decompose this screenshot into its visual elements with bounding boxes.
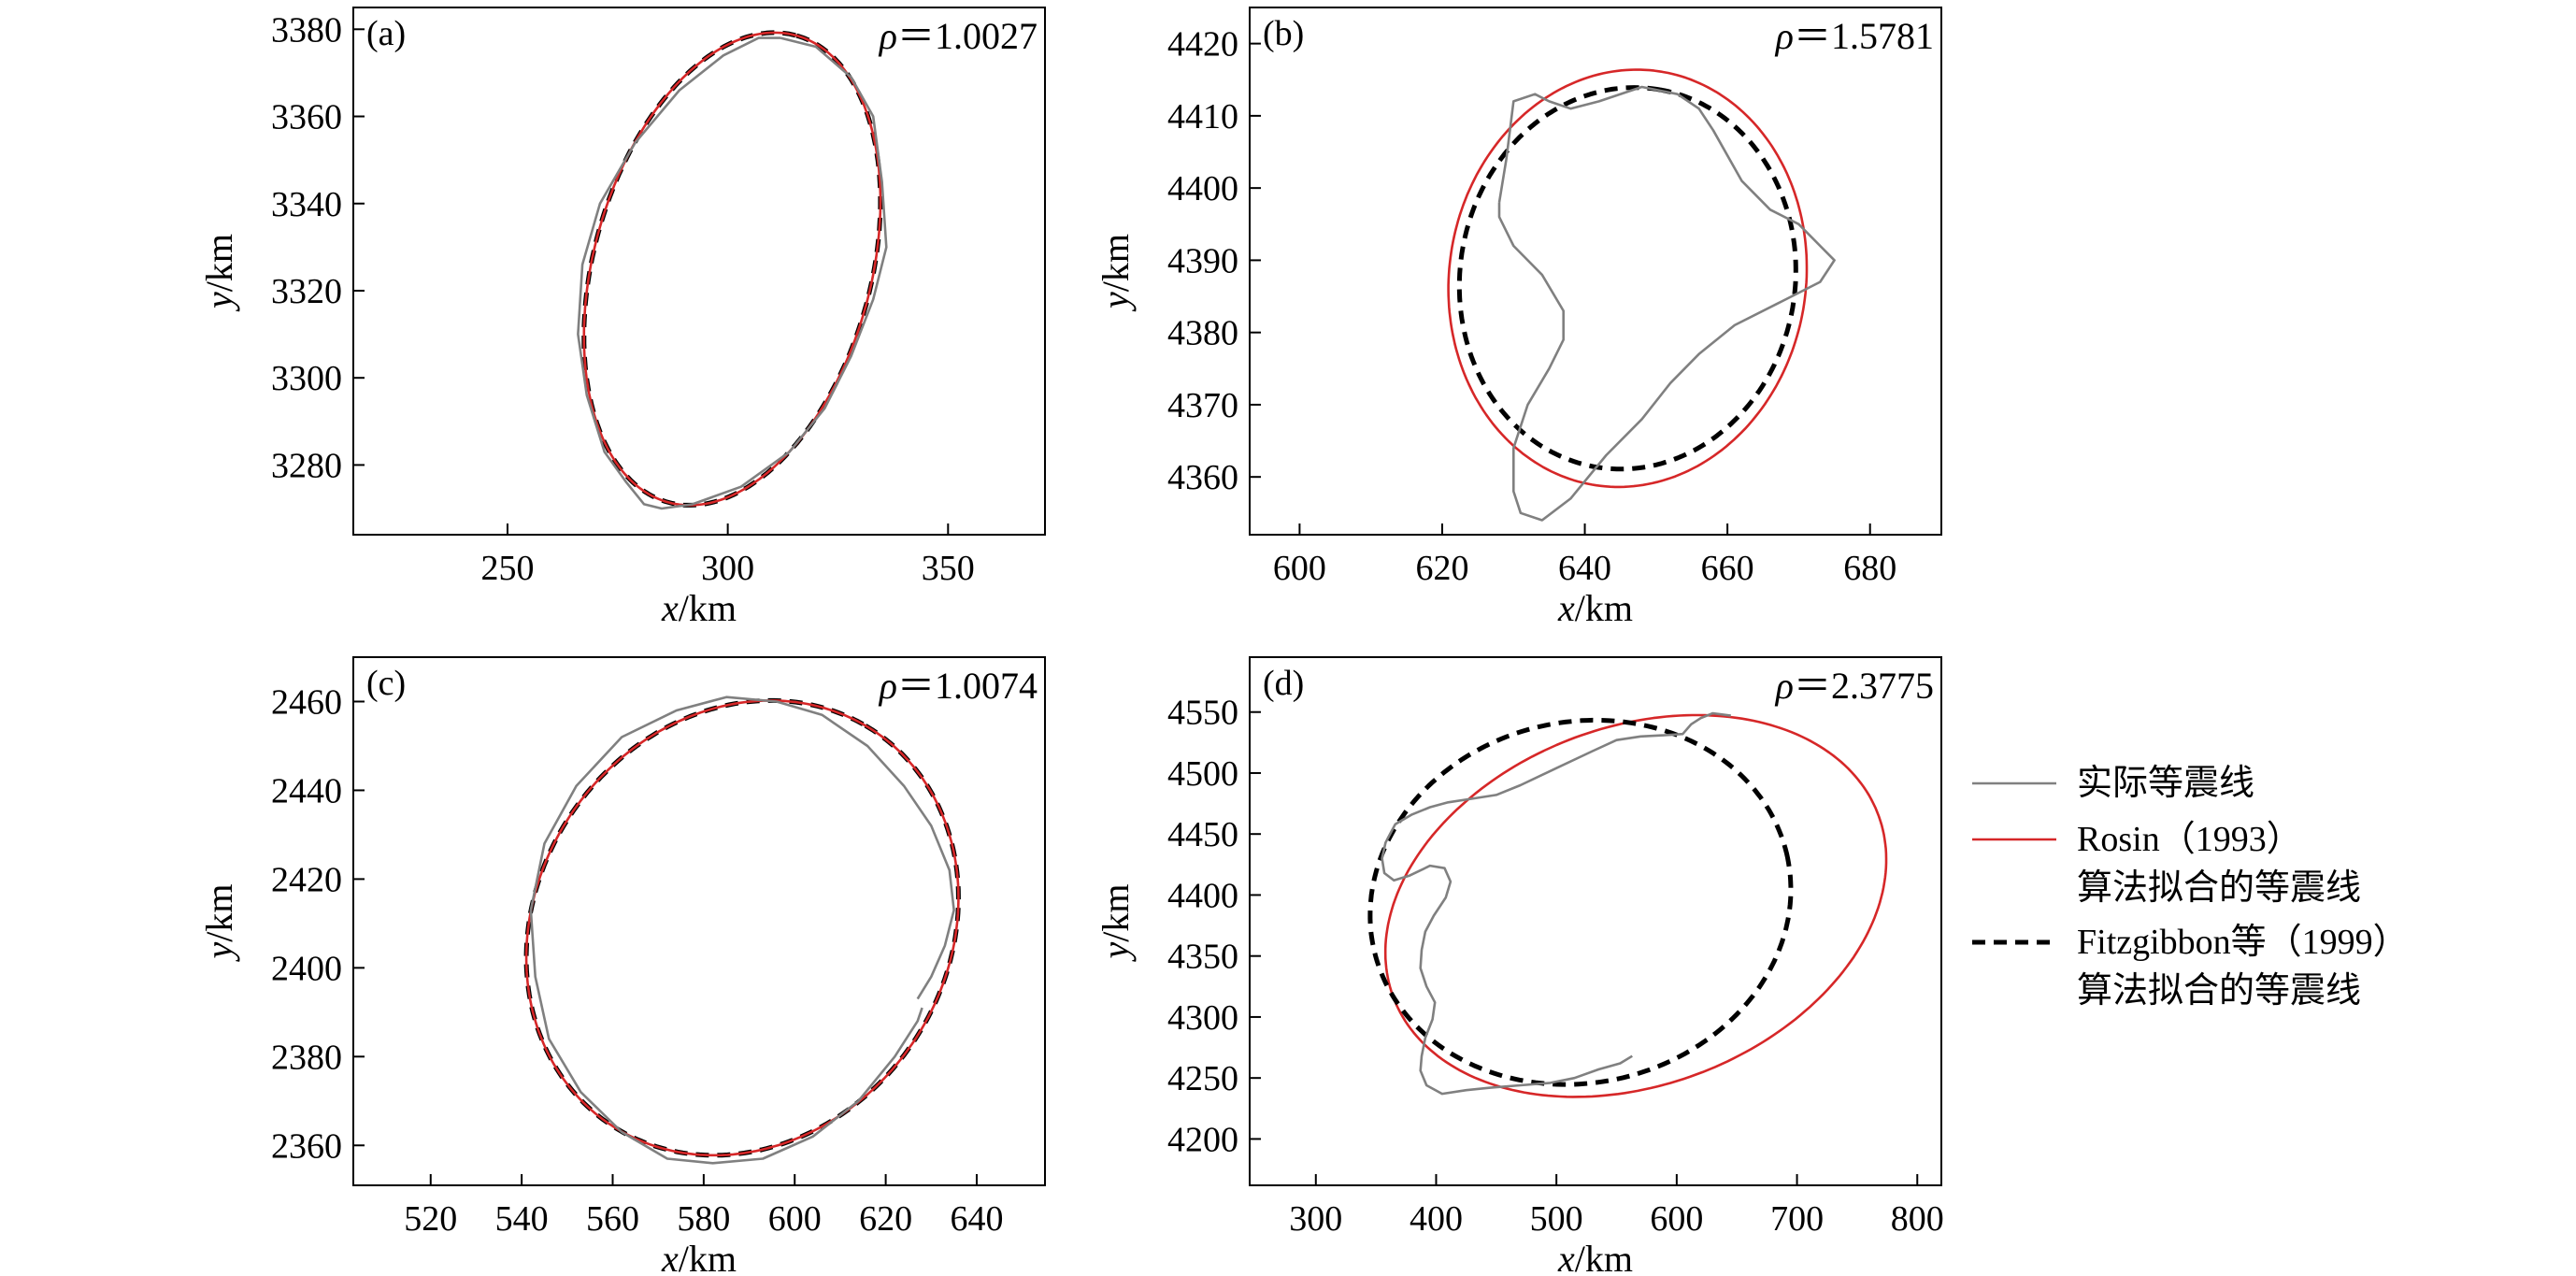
plot-area xyxy=(1367,711,1888,1098)
panel-label: (c) xyxy=(366,664,406,703)
panel-a: 250 300 350 3280 3300 3320 3340 3360 3380 x/km y/k… xyxy=(198,7,1046,629)
series-fitzgibbon xyxy=(1456,85,1798,472)
plot-frame xyxy=(1249,7,1942,536)
y-tick-label: 4400 xyxy=(1167,876,1238,915)
y-tick-label: 2380 xyxy=(271,1038,342,1077)
panel-label: (d) xyxy=(1263,664,1304,703)
x-tick-label: 600 xyxy=(1273,549,1326,588)
x-tick-label: 560 xyxy=(586,1199,639,1239)
x-tick-label: 640 xyxy=(1558,549,1611,588)
legend-label-fitzgibbon: 算法拟合的等震线 xyxy=(2077,971,2361,1011)
y-tick-label: 4410 xyxy=(1167,97,1238,136)
panel-b: 600 620 640 660 680 4360 4370 4380 4390 4400 4410 4… xyxy=(1095,7,1942,629)
y-axis-label: y/km xyxy=(198,884,240,963)
y-tick-label: 3340 xyxy=(271,185,342,224)
y-tick-label: 4390 xyxy=(1167,241,1238,280)
rho-annotation: ρ＝2.3775 xyxy=(1774,665,1934,707)
x-tick-label: 400 xyxy=(1410,1199,1463,1239)
y-axis-label: y/km xyxy=(1095,234,1137,312)
panel-d: 300 400 500 600 700 800 4200 4250 4300 4350 4400 44… xyxy=(1095,656,1944,1276)
x-tick-label: 700 xyxy=(1770,1199,1824,1239)
x-tick-label: 500 xyxy=(1530,1199,1583,1239)
plot-area xyxy=(577,30,888,510)
plot-frame xyxy=(1249,656,1942,1186)
x-tick-label: 620 xyxy=(859,1199,912,1239)
x-tick-label: 520 xyxy=(404,1199,457,1239)
panel-label: (a) xyxy=(366,14,406,53)
x-tick-label: 300 xyxy=(701,549,754,588)
rho-annotation: ρ＝1.0074 xyxy=(878,665,1038,707)
series-fitzgibbon xyxy=(581,30,883,508)
y-tick-label: 4450 xyxy=(1167,815,1238,854)
x-tick-label: 250 xyxy=(480,549,534,588)
y-tick-label: 4500 xyxy=(1167,754,1238,794)
rho-annotation: ρ＝1.0027 xyxy=(878,15,1038,57)
rho-annotation: ρ＝1.5781 xyxy=(1774,15,1934,57)
y-tick-label: 4250 xyxy=(1167,1059,1238,1098)
series-actual xyxy=(1381,711,1731,1096)
y-tick-label: 4300 xyxy=(1167,998,1238,1038)
series-rosin xyxy=(1383,713,1888,1098)
legend-label-actual: 实际等震线 xyxy=(2077,764,2254,803)
y-axis-label: y/km xyxy=(1095,884,1137,963)
y-tick-label: 3300 xyxy=(271,359,342,398)
y-tick-label: 2360 xyxy=(271,1126,342,1166)
x-tick-label: 680 xyxy=(1843,549,1896,588)
legend-label-fitzgibbon: Fitzgibbon等（1999） xyxy=(2077,923,2409,962)
y-tick-label: 4400 xyxy=(1167,169,1238,208)
y-tick-label: 3360 xyxy=(271,98,342,137)
y-tick-label: 4200 xyxy=(1167,1120,1238,1159)
legend-label-rosin: 算法拟合的等震线 xyxy=(2077,868,2361,908)
x-tick-label: 660 xyxy=(1701,549,1754,588)
plot-frame xyxy=(352,656,1046,1186)
x-tick-label: 800 xyxy=(1891,1199,1944,1239)
x-tick-label: 580 xyxy=(677,1199,730,1239)
x-tick-label: 600 xyxy=(1650,1199,1703,1239)
y-tick-label: 3280 xyxy=(271,446,342,485)
plot-area xyxy=(523,695,961,1165)
series-actual xyxy=(1497,85,1836,522)
x-axis-label: x/km xyxy=(1557,1238,1633,1276)
y-tick-label: 4380 xyxy=(1167,314,1238,353)
x-axis-label: x/km xyxy=(1557,587,1633,629)
legend-label-rosin: Rosin（1993） xyxy=(2077,820,2302,859)
y-tick-label: 3320 xyxy=(271,272,342,311)
x-tick-label: 640 xyxy=(950,1199,1003,1239)
y-tick-label: 4360 xyxy=(1167,458,1238,497)
y-tick-label: 4550 xyxy=(1167,694,1238,733)
plot-area xyxy=(1447,68,1836,522)
y-tick-label: 3380 xyxy=(271,10,342,50)
series-actual xyxy=(577,36,888,510)
x-tick-label: 350 xyxy=(922,549,975,588)
y-tick-label: 4420 xyxy=(1167,25,1238,65)
panel-c: 520 540 560 580 600 620 640 2360 2380 2400 2420 244… xyxy=(198,656,1046,1276)
y-tick-label: 2440 xyxy=(271,771,342,810)
x-axis-label: x/km xyxy=(661,1238,737,1276)
y-tick-label: 4350 xyxy=(1167,938,1238,977)
series-fitzgibbon xyxy=(1367,717,1794,1087)
x-tick-label: 620 xyxy=(1415,549,1468,588)
legend: 实际等震线 Rosin（1993） 算法拟合的等震线 Fitzgibbon等（1999… xyxy=(1972,764,2409,1011)
x-tick-label: 600 xyxy=(768,1199,822,1239)
y-tick-label: 2460 xyxy=(271,682,342,722)
series-rosin xyxy=(582,31,882,507)
x-tick-label: 300 xyxy=(1289,1199,1342,1239)
series-rosin xyxy=(1447,68,1809,489)
y-axis-label: y/km xyxy=(198,234,240,312)
y-tick-label: 4370 xyxy=(1167,386,1238,425)
panel-label: (b) xyxy=(1263,14,1304,53)
y-tick-label: 2420 xyxy=(271,860,342,899)
x-tick-label: 540 xyxy=(495,1199,549,1239)
x-axis-label: x/km xyxy=(661,587,737,629)
y-tick-label: 2400 xyxy=(271,949,342,988)
series-actual xyxy=(529,695,955,1165)
plot-frame xyxy=(352,7,1046,536)
